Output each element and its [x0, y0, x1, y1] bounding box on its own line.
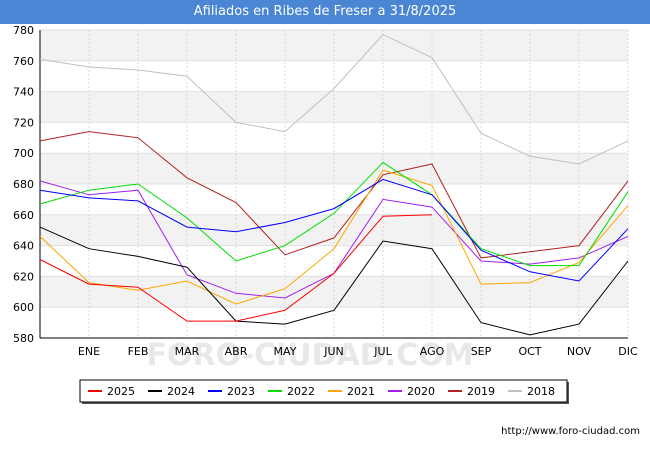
x-tick-label: ABR: [225, 345, 248, 358]
y-tick-label: 700: [13, 147, 34, 160]
x-tick-label: JUN: [323, 345, 344, 358]
series-lines: [39, 33, 629, 336]
y-tick-label: 740: [13, 86, 34, 99]
series-line-2025: [39, 214, 433, 322]
series-line-2024: [39, 226, 629, 336]
legend-label-2022: 2022: [287, 385, 315, 398]
y-tick-label: 580: [13, 332, 34, 345]
watermark: FORO-CIUDAD.COM: [147, 338, 474, 373]
x-tick-label: FEB: [128, 345, 149, 358]
legend-label-2020: 2020: [407, 385, 435, 398]
y-tick-label: 660: [13, 209, 34, 222]
x-tick-label: JUL: [373, 345, 392, 358]
series-line-2018: [39, 33, 629, 165]
series-line-2023: [39, 178, 629, 282]
series-line-2022: [39, 161, 629, 267]
legend-label-2024: 2024: [167, 385, 195, 398]
x-tick-label: AGO: [420, 345, 445, 358]
x-tick-label: DIC: [618, 345, 638, 358]
legend-box: [79, 379, 568, 403]
y-tick-label: 720: [13, 116, 34, 129]
legend: 2025 2024 2023 2022 2021 2020 2019 2018: [79, 379, 569, 404]
x-tick-label: OCT: [518, 345, 541, 358]
x-tick-label: MAR: [175, 345, 200, 358]
y-tick-label: 600: [13, 301, 34, 314]
source-url[interactable]: http://www.foro-ciudad.com: [501, 426, 640, 437]
x-tick-label: NOV: [567, 345, 592, 358]
y-axis-ticks: 580 600 620 640 660 680 700 720 740 760 780: [13, 24, 34, 345]
y-tick-label: 640: [13, 240, 34, 253]
legend-label-2025: 2025: [107, 385, 135, 398]
x-axis-ticks: ENE FEB MAR ABR MAY JUN JUL AGO SEP OCT NOV DIC: [78, 345, 638, 358]
series-line-2021: [39, 169, 629, 305]
series-line-2019: [39, 131, 629, 259]
chart-title: Afiliados en Ribes de Freser a 31/8/2025: [0, 0, 650, 24]
x-tick-label: ENE: [78, 345, 100, 358]
y-tick-label: 760: [13, 55, 34, 68]
y-tick-label: 680: [13, 178, 34, 191]
legend-label-2018: 2018: [527, 385, 555, 398]
x-tick-label: MAY: [274, 345, 297, 358]
axes: [39, 30, 628, 339]
legend-label-2021: 2021: [347, 385, 375, 398]
y-tick-label: 620: [13, 270, 34, 283]
legend-label-2019: 2019: [467, 385, 495, 398]
x-tick-label: SEP: [471, 345, 492, 358]
legend-label-2023: 2023: [227, 385, 255, 398]
y-tick-label: 780: [13, 24, 34, 37]
